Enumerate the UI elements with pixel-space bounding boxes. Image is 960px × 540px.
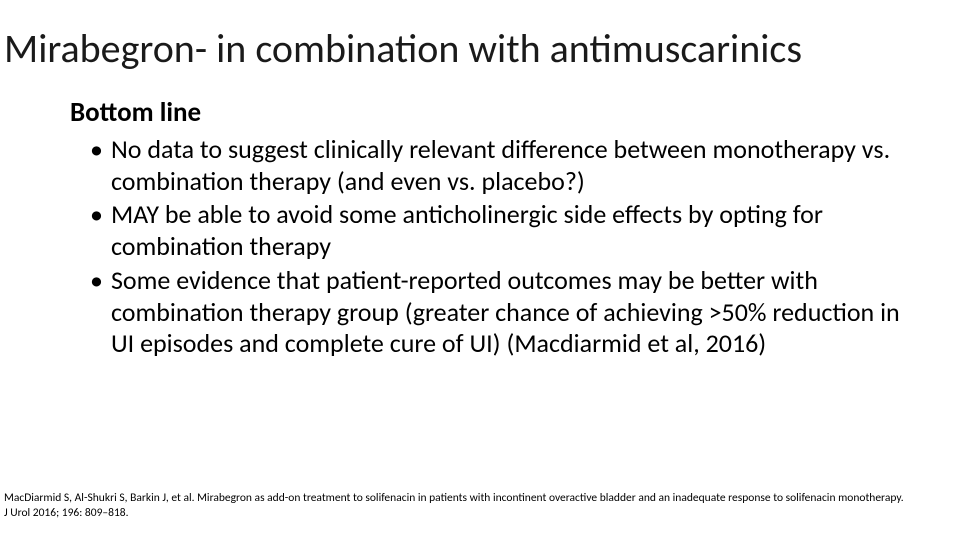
citation: MacDiarmid S, Al-Shukri S, Barkin J, et … [4,491,956,520]
slide-subhead: Bottom line [70,96,201,129]
list-item: • No data to suggest clinically relevant… [90,134,920,197]
slide: Mirabegron- in combination with antimusc… [0,0,960,540]
bullet-text: MAY be able to avoid some anticholinergi… [111,199,920,262]
bullet-icon: • [90,265,111,360]
list-item: • Some evidence that patient-reported ou… [90,265,920,360]
bullet-text: No data to suggest clinically relevant d… [111,134,920,197]
citation-line: J Urol 2016; 196: 809–818. [4,506,956,520]
slide-title: Mirabegron- in combination with antimusc… [4,24,802,73]
bullet-icon: • [90,134,111,197]
citation-line: MacDiarmid S, Al-Shukri S, Barkin J, et … [4,491,956,505]
bullet-icon: • [90,199,111,262]
bullet-text: Some evidence that patient-reported outc… [111,265,920,360]
bullet-list: • No data to suggest clinically relevant… [90,134,920,362]
list-item: • MAY be able to avoid some anticholiner… [90,199,920,262]
